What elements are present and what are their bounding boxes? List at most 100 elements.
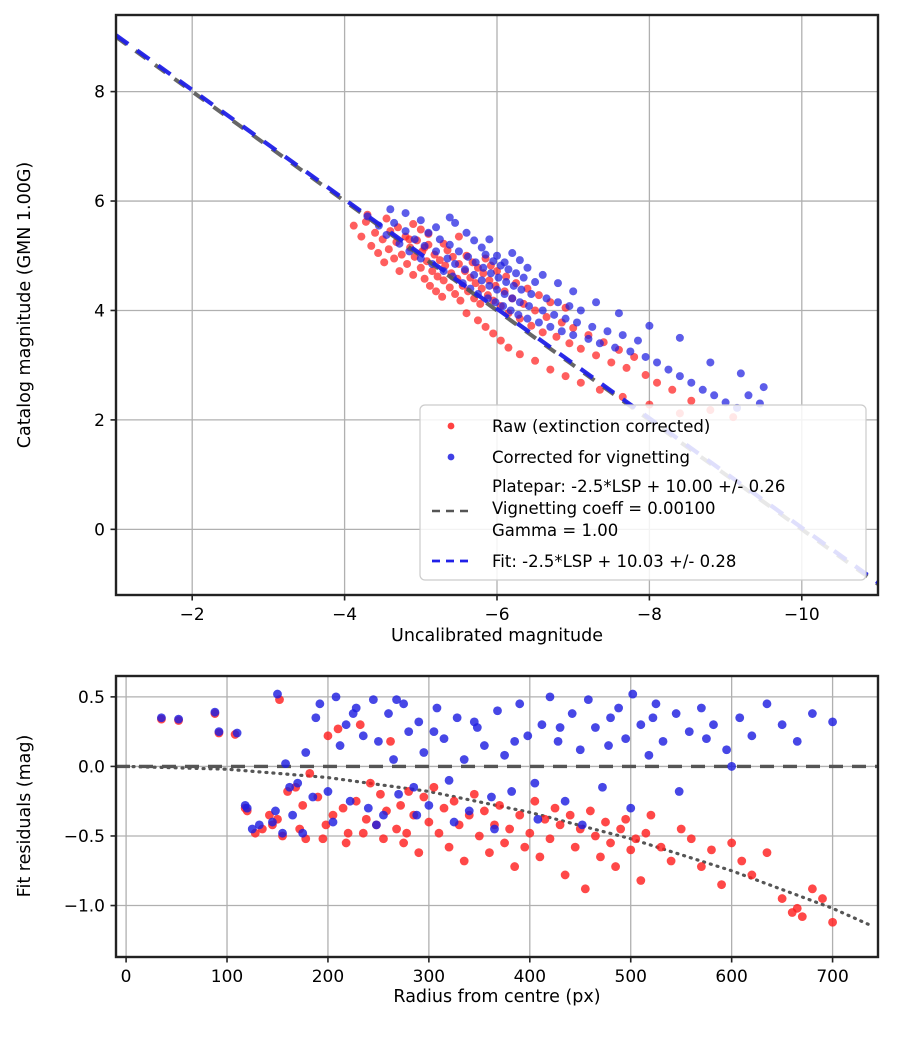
data-point: [687, 378, 696, 387]
data-point: [464, 252, 473, 261]
data-point: [493, 285, 501, 294]
data-point: [534, 291, 543, 300]
tick-label-y: 4: [94, 301, 105, 321]
data-point: [621, 734, 631, 743]
data-point: [390, 218, 399, 227]
data-point: [351, 796, 361, 806]
data-point: [707, 845, 716, 855]
bottom-panel-background: [116, 676, 878, 957]
tick-label-x: 500: [615, 967, 647, 987]
data-point: [523, 263, 532, 272]
data-point: [565, 810, 575, 820]
data-point: [456, 296, 465, 305]
data-point: [591, 723, 600, 732]
data-point: [606, 713, 615, 723]
tick-label-y: 0: [94, 520, 105, 540]
legend-label-platepar-line1: Platepar: -2.5*LSP + 10.00 +/- 0.26: [492, 477, 785, 496]
data-point: [374, 736, 383, 746]
data-point: [476, 299, 485, 308]
tick-label-x: 600: [715, 967, 747, 987]
data-point: [293, 778, 303, 788]
data-point: [508, 294, 517, 303]
data-point: [367, 241, 376, 250]
legend[interactable]: Raw (extinction corrected) Corrected for…: [419, 404, 867, 581]
data-point: [412, 810, 422, 820]
data-point: [550, 803, 560, 813]
data-point: [451, 218, 460, 227]
data-point: [174, 714, 183, 724]
data-point: [631, 834, 641, 844]
data-point: [318, 834, 328, 844]
data-point: [471, 258, 480, 267]
data-point: [557, 327, 566, 336]
data-point: [668, 385, 677, 394]
tick-label-x: 300: [413, 967, 445, 987]
legend-item-fit[interactable]: Fit: -2.5*LSP + 10.03 +/- 0.28: [432, 552, 736, 571]
legend-background: [419, 404, 867, 581]
tick-label-x: 700: [816, 967, 848, 987]
data-point: [443, 254, 452, 263]
data-point: [687, 396, 696, 405]
data-point: [515, 699, 525, 709]
data-point: [410, 235, 419, 244]
data-point: [471, 279, 480, 288]
data-point: [384, 245, 393, 254]
data-point: [419, 748, 429, 757]
data-point: [653, 358, 662, 367]
data-point: [606, 838, 615, 848]
data-point: [644, 750, 654, 760]
data-point: [686, 834, 696, 844]
legend-item-corrected[interactable]: Corrected for vignetting: [447, 448, 690, 467]
data-point: [214, 727, 224, 737]
tick-label-x: 100: [211, 967, 243, 987]
data-point: [545, 692, 555, 702]
data-point: [439, 276, 448, 285]
data-point: [523, 731, 533, 741]
data-point: [469, 789, 479, 799]
data-point: [777, 720, 787, 730]
data-point: [565, 302, 574, 311]
data-point: [538, 306, 547, 315]
data-point: [439, 734, 449, 743]
legend-label-platepar-line2: Vignetting coeff = 0.00100: [492, 499, 716, 518]
data-point: [485, 848, 494, 858]
data-point: [684, 727, 694, 737]
data-point: [561, 372, 570, 381]
data-point: [315, 699, 325, 709]
data-point: [576, 306, 585, 315]
data-point: [445, 283, 454, 292]
data-point: [553, 279, 562, 288]
data-point: [368, 695, 378, 705]
data-point: [598, 782, 607, 792]
data-point: [591, 831, 600, 841]
data-point: [515, 810, 525, 820]
data-point: [341, 838, 351, 848]
data-point: [232, 728, 242, 738]
data-point: [576, 378, 585, 387]
data-point: [371, 820, 381, 830]
data-point: [273, 689, 282, 699]
legend-item-raw[interactable]: Raw (extinction corrected): [447, 417, 711, 436]
data-point: [592, 298, 601, 307]
data-point: [645, 321, 654, 330]
data-point: [736, 369, 745, 378]
top-panel-ticks: [110, 90, 803, 601]
data-point: [281, 759, 290, 769]
data-point: [706, 358, 715, 367]
data-point: [288, 810, 298, 820]
data-point: [432, 223, 441, 232]
bottom-panel-ticklabels: 0 100 200 300 400 500 600 700 0.5 0.0 −0.5 −1.0: [64, 688, 849, 987]
data-point: [530, 796, 540, 806]
data-point: [671, 709, 681, 718]
data-point: [396, 800, 406, 810]
legend-item-platepar[interactable]: Platepar: -2.5*LSP + 10.00 +/- 0.26 Vign…: [432, 477, 785, 540]
data-point: [538, 328, 547, 337]
data-point: [696, 703, 706, 713]
data-point: [505, 824, 515, 834]
data-point: [485, 235, 494, 244]
data-point: [494, 273, 503, 282]
data-point: [474, 831, 484, 841]
data-point: [616, 824, 626, 834]
data-point: [604, 741, 613, 750]
